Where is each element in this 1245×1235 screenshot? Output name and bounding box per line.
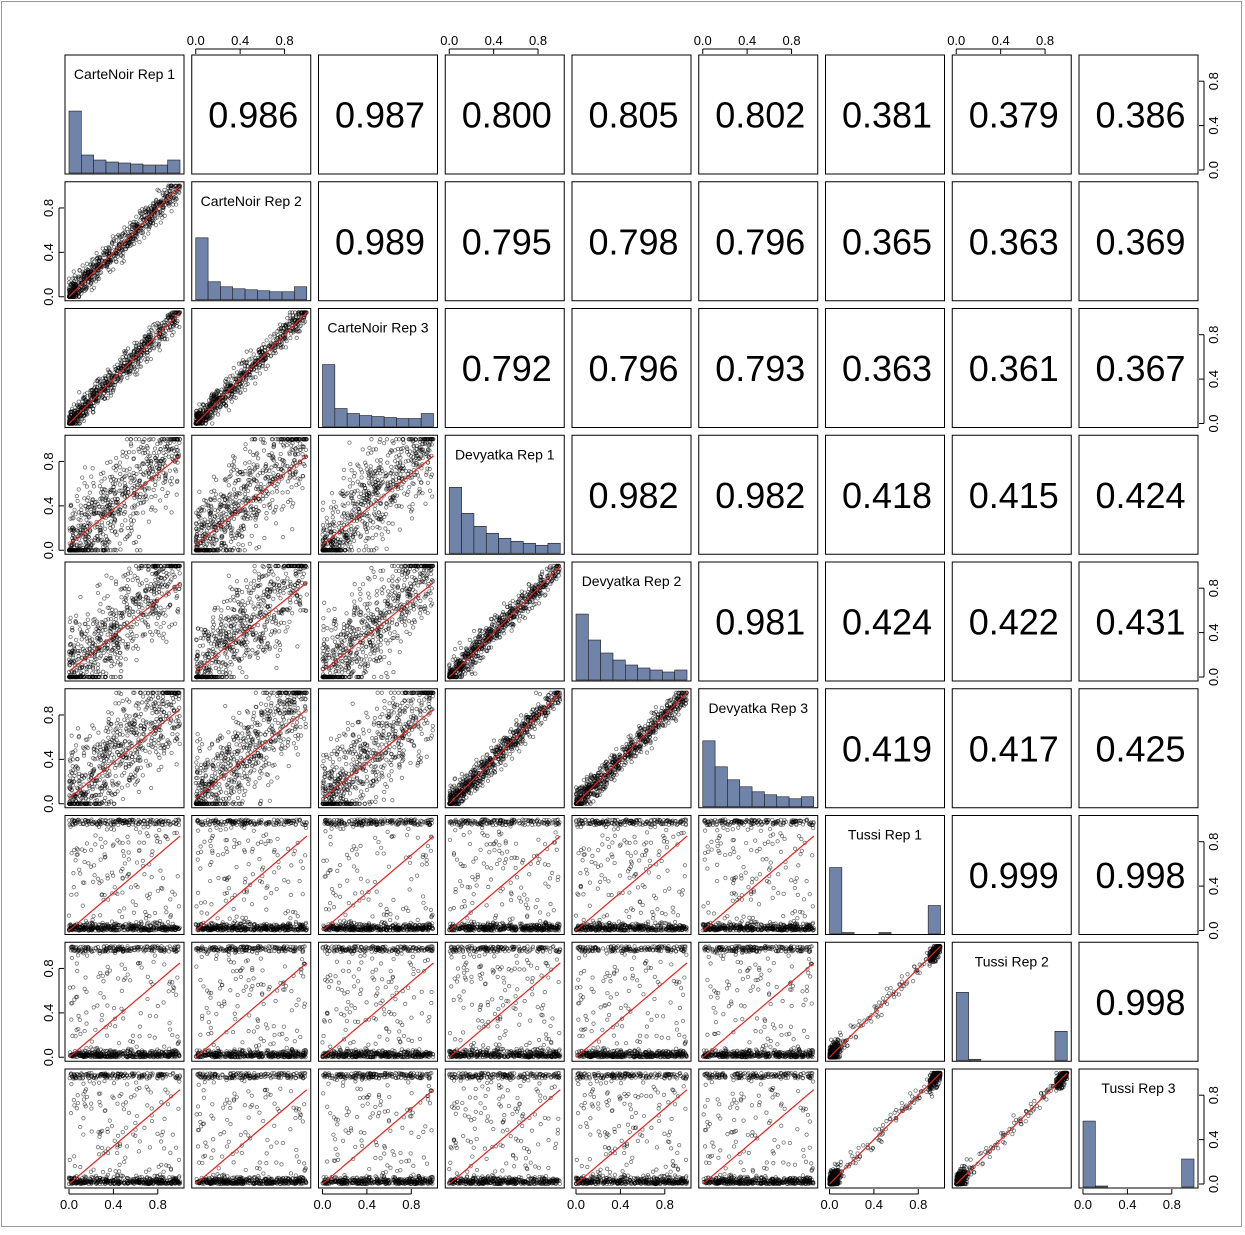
data-point [80,263,85,268]
correlation-panel-r1-c2 [191,54,312,175]
data-point [131,219,136,224]
data-point [131,241,137,247]
correlation-value: 0.386 [1095,95,1185,136]
data-point [174,202,179,207]
data-point [146,227,151,232]
correlation-panel-r1-c6 [698,54,819,175]
data-point [162,213,167,218]
data-point [150,221,156,226]
correlation-panel-r1-c5 [571,54,692,175]
histogram-bar [68,110,82,174]
correlation-value: 0.802 [715,95,805,136]
histogram-bar [167,159,181,174]
correlation-value: 0.986 [208,95,298,136]
scatter-points [66,183,182,299]
data-point [162,187,167,193]
data-point [137,210,143,216]
variable-label: CarteNoir Rep 1 [74,66,175,82]
data-point [108,269,113,274]
correlation-value: 0.805 [588,95,678,136]
correlation-panel-r1-c8 [951,54,1072,175]
correlation-value: 0.379 [969,95,1059,136]
data-point [111,267,116,272]
data-point [93,279,99,284]
correlation-value: 0.800 [462,95,552,136]
data-point [140,207,145,212]
data-point [160,190,165,195]
correlation-value: 0.987 [335,95,425,136]
correlation-panel-r1-c7 [825,54,945,175]
correlation-panel-r1-c4 [444,54,565,175]
diag-panel-cartenoir-rep-1 [64,54,185,175]
correlation-panel-r1-c9 [1078,54,1199,175]
data-point [91,285,97,290]
data-point [153,223,159,228]
data-point [72,273,77,278]
correlation-panel-r1-c3 [318,54,438,175]
correlation-value: 0.381 [842,95,932,136]
